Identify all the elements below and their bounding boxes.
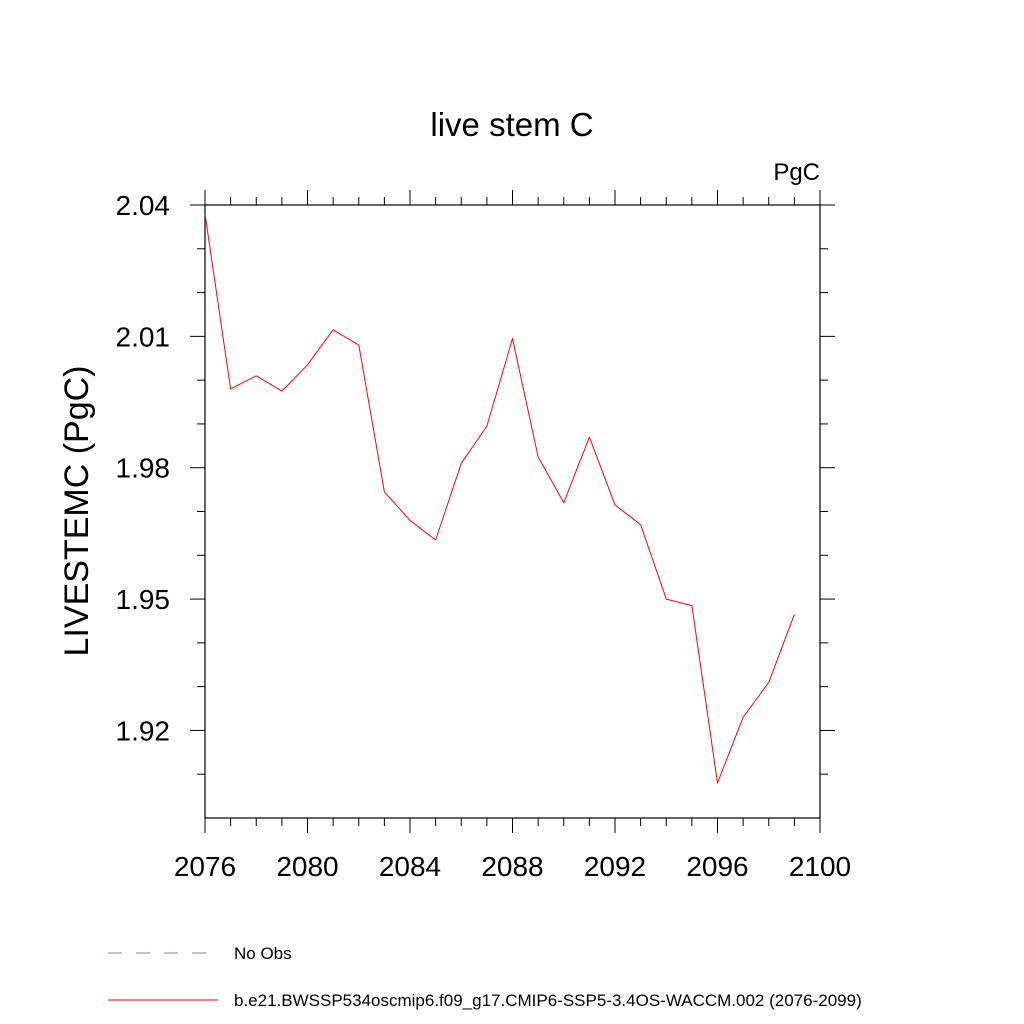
units-label: PgC bbox=[773, 159, 820, 186]
y-tick-label: 1.92 bbox=[116, 715, 171, 746]
x-tick-label: 2084 bbox=[379, 851, 441, 882]
x-tick-label: 2080 bbox=[276, 851, 338, 882]
x-tick-label: 2096 bbox=[686, 851, 748, 882]
legend-label-model-run: b.e21.BWSSP534oscmip6.f09_g17.CMIP6-SSP5… bbox=[234, 991, 862, 1010]
x-tick-label: 2088 bbox=[481, 851, 543, 882]
legend-label-no-obs: No Obs bbox=[234, 944, 292, 963]
legend: No Obs b.e21.BWSSP534oscmip6.f09_g17.CMI… bbox=[108, 944, 862, 1010]
y-axis: 1.92 1.95 1.98 2.01 2.04 bbox=[116, 190, 835, 775]
y-tick-label: 1.98 bbox=[116, 453, 171, 484]
x-axis: 2076 2080 2084 2088 2092 2096 2100 bbox=[174, 190, 851, 882]
series-line bbox=[204, 213, 795, 784]
x-tick-label: 2100 bbox=[789, 851, 851, 882]
y-tick-label: 2.01 bbox=[116, 321, 171, 352]
chart-title: live stem C bbox=[430, 106, 593, 143]
series-layer bbox=[204, 213, 795, 784]
x-tick-label: 2092 bbox=[584, 851, 646, 882]
plot-frame bbox=[204, 204, 821, 819]
x-tick-label: 2076 bbox=[174, 851, 236, 882]
y-axis-label: LIVESTEMC (PgC) bbox=[58, 366, 96, 657]
y-tick-label: 2.04 bbox=[116, 190, 171, 221]
y-tick-label: 1.95 bbox=[116, 584, 171, 615]
